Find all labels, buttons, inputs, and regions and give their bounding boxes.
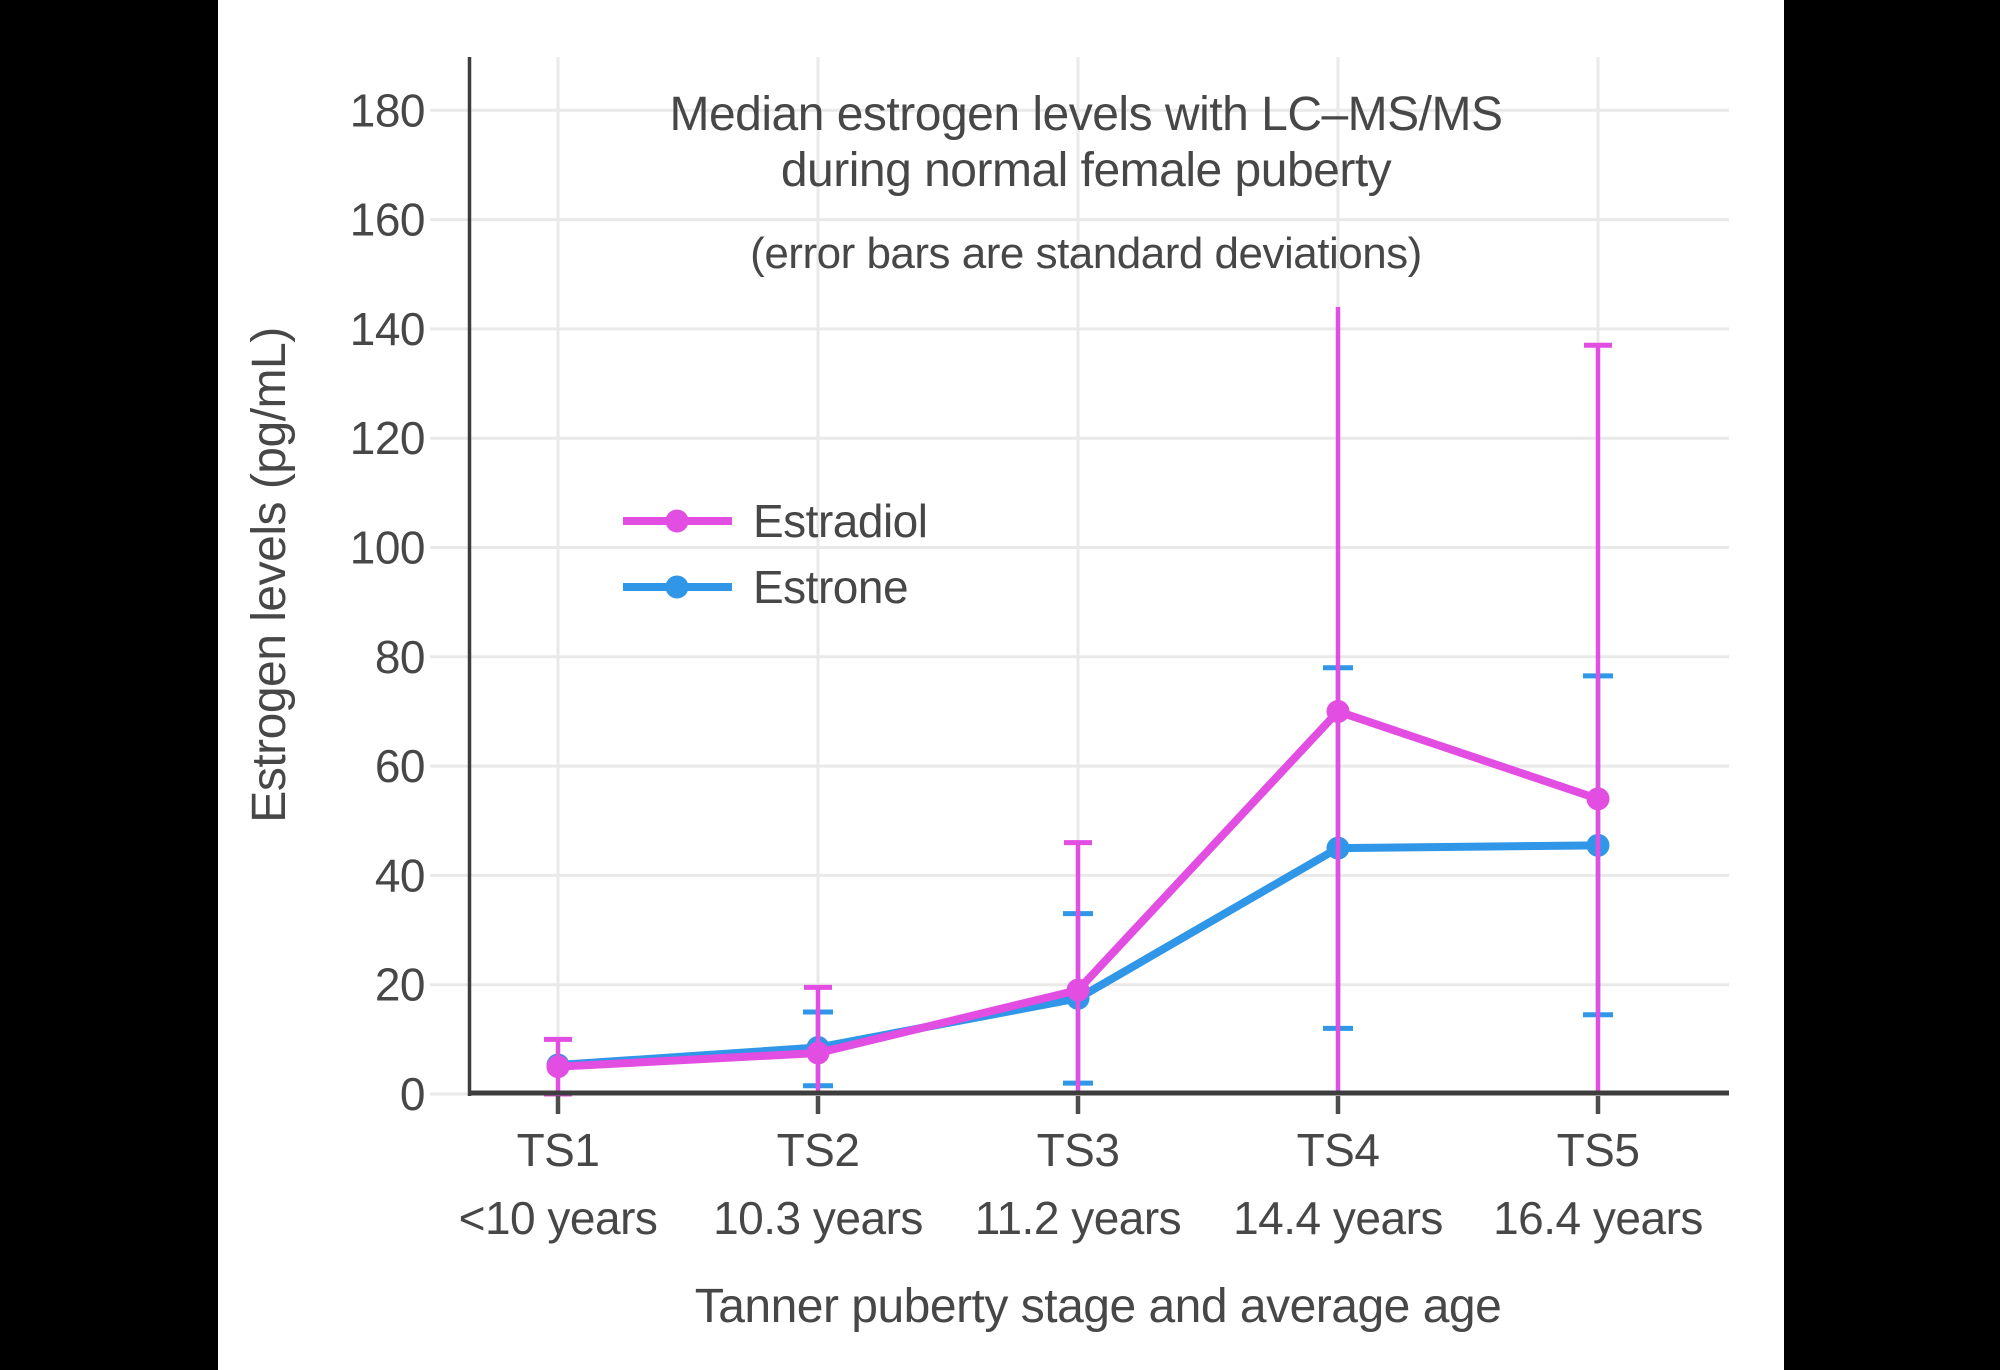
marker-estradiol-TS2 [806,1041,830,1065]
x-tick-age-label-TS4: 14.4 years [1233,1192,1443,1244]
y-tick-label-120: 120 [350,412,425,464]
x-tick-age-label-TS3: 11.2 years [975,1192,1181,1244]
y-tick-label-60: 60 [375,740,425,792]
legend-item-estradiol: Estradiol [623,495,928,547]
x-tick-age-label-TS2: 10.3 years [713,1192,923,1244]
estradiol-legend-marker-icon [665,509,689,533]
x-tick-stage-label-TS5: TS5 [1557,1124,1640,1176]
chart-title-line2: during normal female puberty [781,144,1392,197]
y-tick-label-40: 40 [375,849,425,901]
error-bar-estradiol-TS5 [1584,342,1612,1094]
axis-layer [467,57,1729,1096]
marker-estradiol-TS3 [1066,978,1090,1002]
x-tick-stage-label-TS4: TS4 [1297,1124,1380,1176]
legend-item-estrone: Estrone [623,561,909,613]
y-tick-label-0: 0 [400,1068,425,1120]
marker-estradiol-TS5 [1586,787,1610,811]
marker-estradiol-TS4 [1326,699,1350,723]
chart-subtitle: (error bars are standard deviations) [750,229,1422,278]
estrone-legend-marker-icon [665,575,689,599]
y-tick-label-80: 80 [375,631,425,683]
x-tick-age-label-TS5: 16.4 years [1493,1192,1703,1244]
y-tick-label-20: 20 [375,959,425,1011]
tick-label-layer: 0 20 40 60 80 100 120 140 160 180 TS1 <10 years TS2 1… [350,84,1704,1244]
y-tick-label-160: 160 [350,194,425,246]
chart-title-line1: Median estrogen levels with LC–MS/MS [669,88,1502,141]
estradiol-legend-label: Estradiol [753,495,927,547]
x-tick-stage-label-TS1: TS1 [517,1124,600,1176]
x-tick-age-label-TS1: <10 years [459,1192,658,1244]
error-bar-estradiol-TS2 [804,984,832,1094]
y-tick-label-140: 140 [350,303,425,355]
error-bar-estradiol-TS3 [1064,840,1092,1094]
x-tick-stage-label-TS3: TS3 [1037,1124,1120,1176]
marker-estradiol-TS1 [546,1055,570,1079]
y-tick-label-180: 180 [350,84,425,136]
estrone-legend-label: Estrone [753,561,908,613]
chart-panel-background [218,0,1784,1370]
x-tick-stage-label-TS2: TS2 [777,1124,860,1176]
legend: Estradiol Estrone [623,495,928,613]
x-axis-title: Tanner puberty stage and average age [695,1280,1502,1333]
y-tick-label-100: 100 [350,522,425,574]
y-axis-title: Estrogen levels (pg/mL) [243,327,296,822]
